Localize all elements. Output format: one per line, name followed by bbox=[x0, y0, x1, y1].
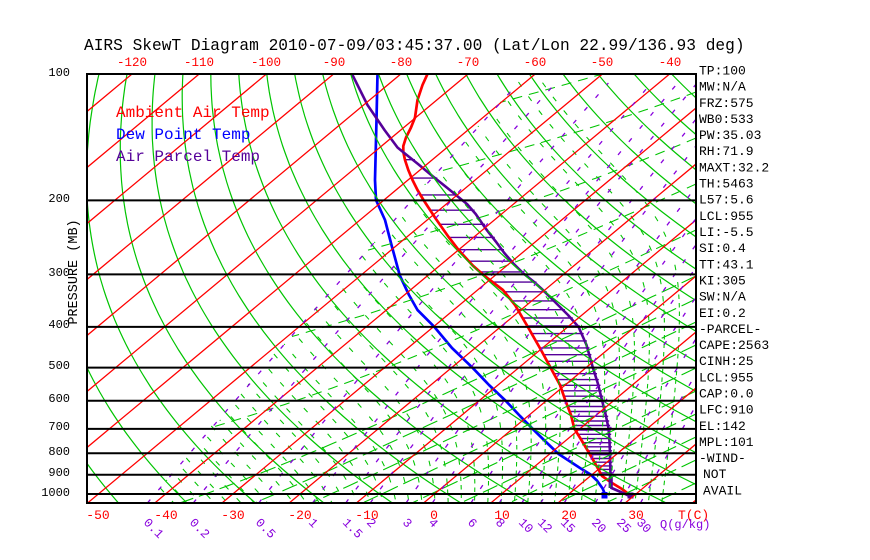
svg-text:CINH:25: CINH:25 bbox=[699, 354, 754, 369]
svg-text:Ambient Air Temp: Ambient Air Temp bbox=[116, 104, 270, 122]
svg-text:600: 600 bbox=[48, 392, 70, 406]
svg-text:TP:100: TP:100 bbox=[699, 64, 746, 79]
svg-text:FRZ:575: FRZ:575 bbox=[699, 96, 754, 111]
svg-text:MW:N/A: MW:N/A bbox=[699, 80, 746, 95]
svg-text:-10: -10 bbox=[355, 508, 378, 523]
svg-text:Dew Point Temp: Dew Point Temp bbox=[116, 126, 250, 144]
svg-text:-PARCEL-: -PARCEL- bbox=[699, 322, 761, 337]
svg-text:400: 400 bbox=[48, 318, 70, 332]
svg-text:-120: -120 bbox=[117, 56, 147, 70]
svg-text:TT:43.1: TT:43.1 bbox=[699, 257, 754, 272]
svg-text:-WIND-: -WIND- bbox=[699, 451, 746, 466]
svg-text:SW:N/A: SW:N/A bbox=[699, 290, 746, 305]
svg-text:500: 500 bbox=[48, 359, 70, 373]
svg-text:800: 800 bbox=[48, 445, 70, 459]
svg-text:30: 30 bbox=[628, 508, 644, 523]
svg-text:-30: -30 bbox=[221, 508, 244, 523]
svg-text:WB0:533: WB0:533 bbox=[699, 112, 754, 127]
svg-text:0: 0 bbox=[430, 508, 438, 523]
svg-text:NOT: NOT bbox=[703, 467, 727, 482]
svg-text:900: 900 bbox=[48, 466, 70, 480]
svg-text:700: 700 bbox=[48, 420, 70, 434]
svg-text:SI:0.4: SI:0.4 bbox=[699, 241, 746, 256]
svg-text:AIRS SkewT Diagram 2010-07-09/: AIRS SkewT Diagram 2010-07-09/03:45:37.0… bbox=[84, 37, 745, 55]
svg-text:100: 100 bbox=[48, 66, 70, 80]
svg-text:-100: -100 bbox=[251, 56, 281, 70]
svg-text:EL:142: EL:142 bbox=[699, 419, 746, 434]
svg-text:LCL:955: LCL:955 bbox=[699, 209, 754, 224]
svg-text:CAP:0.0: CAP:0.0 bbox=[699, 387, 754, 402]
svg-text:Air Parcel Temp: Air Parcel Temp bbox=[116, 148, 260, 166]
svg-text:MAXT:32.2: MAXT:32.2 bbox=[699, 160, 769, 175]
svg-text:300: 300 bbox=[48, 266, 70, 280]
svg-text:L57:5.6: L57:5.6 bbox=[699, 193, 754, 208]
svg-text:PRESSURE (MB): PRESSURE (MB) bbox=[67, 219, 82, 324]
svg-text:-40: -40 bbox=[154, 508, 177, 523]
svg-text:-20: -20 bbox=[288, 508, 311, 523]
svg-text:RH:71.9: RH:71.9 bbox=[699, 144, 754, 159]
svg-text:-80: -80 bbox=[390, 56, 413, 70]
svg-text:-110: -110 bbox=[184, 56, 214, 70]
svg-text:T(C): T(C) bbox=[678, 508, 709, 523]
svg-text:LI:-5.5: LI:-5.5 bbox=[699, 225, 754, 240]
svg-text:20: 20 bbox=[561, 508, 577, 523]
svg-text:MPL:101: MPL:101 bbox=[699, 435, 754, 450]
svg-text:Q(g/kg): Q(g/kg) bbox=[660, 518, 710, 532]
svg-text:200: 200 bbox=[48, 192, 70, 206]
svg-text:KI:305: KI:305 bbox=[699, 273, 746, 288]
svg-text:-40: -40 bbox=[659, 56, 682, 70]
svg-text:TH:5463: TH:5463 bbox=[699, 177, 754, 192]
svg-text:-50: -50 bbox=[86, 508, 109, 523]
svg-text:-90: -90 bbox=[323, 56, 346, 70]
svg-text:-60: -60 bbox=[524, 56, 547, 70]
svg-text:CAPE:2563: CAPE:2563 bbox=[699, 338, 769, 353]
svg-text:1000: 1000 bbox=[41, 486, 70, 500]
svg-text:PW:35.03: PW:35.03 bbox=[699, 128, 761, 143]
svg-text:LCL:955: LCL:955 bbox=[699, 370, 754, 385]
svg-text:10: 10 bbox=[494, 508, 510, 523]
svg-text:LFC:910: LFC:910 bbox=[699, 403, 754, 418]
svg-text:-70: -70 bbox=[457, 56, 480, 70]
svg-text:-50: -50 bbox=[591, 56, 614, 70]
svg-text:EI:0.2: EI:0.2 bbox=[699, 306, 746, 321]
svg-text:AVAIL: AVAIL bbox=[703, 483, 742, 498]
